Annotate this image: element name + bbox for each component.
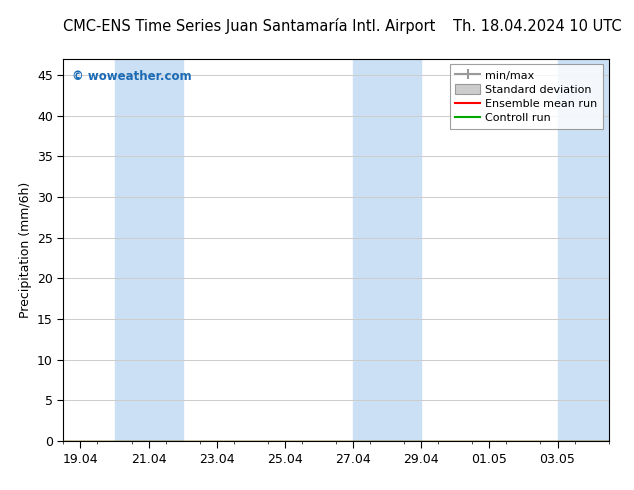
Bar: [115, 59, 183, 441]
Legend: min/max, Standard deviation, Ensemble mean run, Controll run: min/max, Standard deviation, Ensemble me…: [450, 64, 603, 128]
Text: © woweather.com: © woweather.com: [72, 70, 191, 83]
Text: Th. 18.04.2024 10 UTC: Th. 18.04.2024 10 UTC: [453, 19, 621, 34]
Bar: [353, 59, 421, 441]
Y-axis label: Precipitation (mm/6h): Precipitation (mm/6h): [18, 182, 32, 318]
Bar: [557, 59, 609, 441]
Text: CMC-ENS Time Series Juan Santamaría Intl. Airport: CMC-ENS Time Series Juan Santamaría Intl…: [63, 18, 436, 34]
